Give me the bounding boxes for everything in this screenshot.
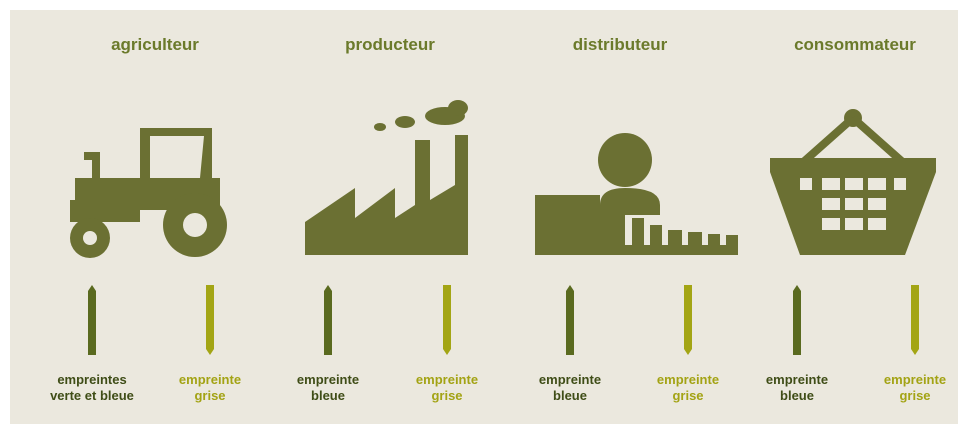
footprint-bar: [443, 285, 451, 355]
column-title: consommateur: [794, 35, 916, 54]
footprint-label: empreintes: [57, 372, 126, 387]
footprint-bar: [566, 285, 574, 355]
footprint-label: verte et bleue: [50, 388, 134, 403]
column-title: producteur: [345, 35, 435, 54]
footprint-label: empreinte: [297, 372, 359, 387]
footprint-bar: [911, 285, 919, 355]
footprint-label: empreinte: [179, 372, 241, 387]
footprint-bar: [793, 285, 801, 355]
footprint-bar: [206, 285, 214, 355]
footprint-label: empreinte: [539, 372, 601, 387]
column-title: agriculteur: [111, 35, 199, 54]
footprint-label: empreinte: [657, 372, 719, 387]
footprint-bar: [684, 285, 692, 355]
footprint-label: grise: [431, 388, 462, 403]
footprint-label: grise: [672, 388, 703, 403]
footprint-label: empreinte: [884, 372, 946, 387]
footprint-bar: [88, 285, 96, 355]
footprint-label: empreinte: [766, 372, 828, 387]
factory-icon: [305, 100, 468, 255]
footprint-label: empreinte: [416, 372, 478, 387]
footprint-label: bleue: [311, 388, 345, 403]
footprint-label: grise: [194, 388, 225, 403]
basket-icon: [770, 109, 936, 255]
footprint-label: bleue: [780, 388, 814, 403]
distributor-icon: [535, 133, 738, 255]
footprint-label: grise: [899, 388, 930, 403]
footprint-label: bleue: [553, 388, 587, 403]
tractor-icon: [70, 128, 227, 258]
footprint-bar: [324, 285, 332, 355]
column-title: distributeur: [573, 35, 668, 54]
